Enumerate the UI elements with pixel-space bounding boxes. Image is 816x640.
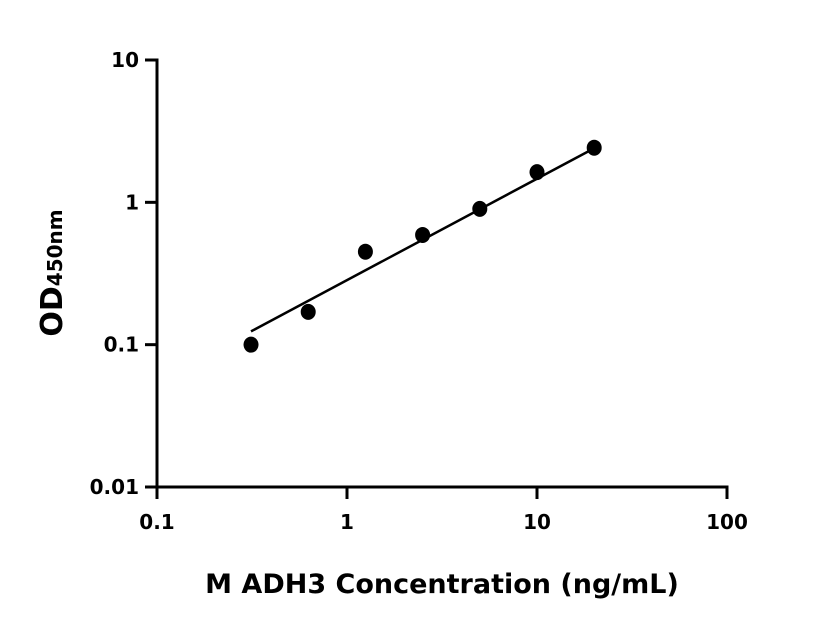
- data-point: [357, 243, 373, 260]
- y-tick-label: 0.01: [90, 475, 139, 499]
- y-axis-label-sub: 450nm: [43, 209, 67, 286]
- x-tick-label: 100: [706, 510, 748, 534]
- y-axis-label: OD450nm: [35, 209, 70, 336]
- x-tick-label: 0.1: [139, 510, 174, 534]
- y-tick-label: 10: [111, 48, 139, 72]
- data-point: [243, 336, 259, 353]
- x-axis-label: M ADH3 Concentration (ng/mL): [205, 569, 679, 600]
- x-tick-label: 10: [523, 510, 551, 534]
- y-axis-label-main: OD: [35, 286, 70, 336]
- data-point: [415, 226, 431, 243]
- data-point: [300, 303, 316, 320]
- data-point: [586, 139, 602, 156]
- y-tick-label: 1: [125, 190, 139, 214]
- data-point: [529, 164, 545, 181]
- y-tick-label: 0.1: [104, 333, 139, 357]
- x-tick-label: 1: [340, 510, 354, 534]
- data-points: [243, 139, 602, 353]
- data-point: [472, 200, 488, 217]
